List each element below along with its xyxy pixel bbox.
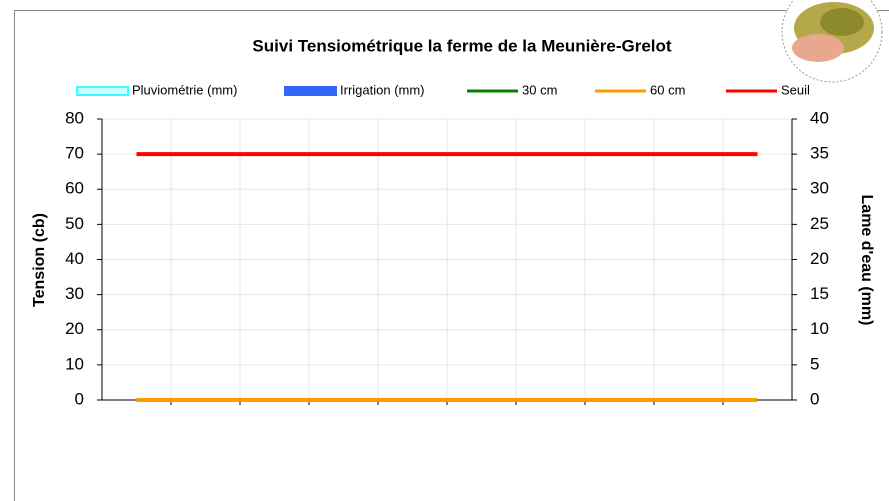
- legend-label: Pluviométrie (mm): [132, 82, 237, 97]
- y2-tick-label: 35: [810, 144, 829, 163]
- y2-tick-label: 25: [810, 214, 829, 233]
- y2-tick-label: 30: [810, 179, 829, 198]
- legend-label: Irrigation (mm): [340, 82, 425, 97]
- y-tick-label: 40: [65, 249, 84, 268]
- y2-tick-label: 5: [810, 354, 819, 373]
- y-tick-label: 50: [65, 214, 84, 233]
- y2-tick-label: 0: [810, 389, 819, 408]
- y-tick-label: 80: [65, 108, 84, 127]
- page: {"chart_data": {"type": "combo", "title"…: [0, 0, 889, 501]
- y-tick-label: 70: [65, 144, 84, 163]
- y-tick-label: 20: [65, 319, 84, 338]
- legend-label: 30 cm: [522, 82, 557, 97]
- legend-swatch: [77, 87, 128, 95]
- chart: Suivi Tensiométrique la ferme de la Meun…: [0, 0, 889, 501]
- y2-axis-title: Lame d'eau (mm): [858, 195, 875, 326]
- legend-swatch: [285, 87, 336, 95]
- chart-title: Suivi Tensiométrique la ferme de la Meun…: [252, 36, 671, 55]
- y2-tick-label: 10: [810, 319, 829, 338]
- y-tick-label: 0: [75, 389, 84, 408]
- y-tick-label: 60: [65, 179, 84, 198]
- y-tick-label: 30: [65, 284, 84, 303]
- y2-tick-label: 40: [810, 108, 829, 127]
- y-tick-label: 10: [65, 354, 84, 373]
- legend-label: Seuil: [781, 82, 810, 97]
- y-axis-title: Tension (cb): [31, 213, 48, 307]
- legend-label: 60 cm: [650, 82, 685, 97]
- y2-tick-label: 20: [810, 249, 829, 268]
- y2-tick-label: 15: [810, 284, 829, 303]
